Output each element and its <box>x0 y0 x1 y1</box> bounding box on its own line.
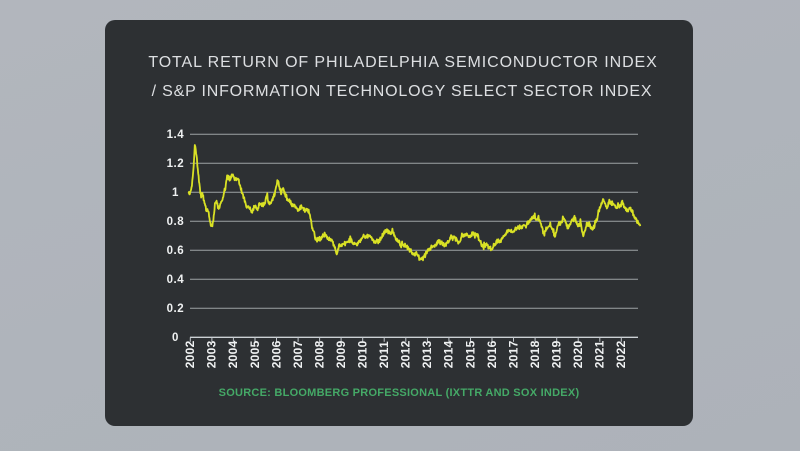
svg-text:1.2: 1.2 <box>167 158 185 170</box>
svg-text:2022: 2022 <box>614 340 628 368</box>
svg-text:2005: 2005 <box>248 340 262 368</box>
svg-text:2011: 2011 <box>377 341 391 368</box>
svg-text:2021: 2021 <box>593 340 607 368</box>
svg-text:2016: 2016 <box>485 340 499 368</box>
svg-text:2012: 2012 <box>399 340 413 368</box>
svg-text:1.4: 1.4 <box>167 129 185 141</box>
svg-text:2020: 2020 <box>571 340 585 368</box>
svg-text:2006: 2006 <box>269 340 283 368</box>
svg-text:2014: 2014 <box>442 340 456 368</box>
svg-text:1: 1 <box>172 187 179 199</box>
svg-text:2004: 2004 <box>226 340 240 368</box>
svg-text:2015: 2015 <box>463 340 477 368</box>
svg-text:2018: 2018 <box>528 340 542 368</box>
svg-text:2010: 2010 <box>356 340 370 368</box>
svg-text:2002: 2002 <box>183 340 197 368</box>
svg-text:2003: 2003 <box>205 340 219 368</box>
svg-text:2009: 2009 <box>334 340 348 368</box>
svg-text:0.4: 0.4 <box>167 274 185 286</box>
svg-text:2013: 2013 <box>420 340 434 368</box>
svg-text:0: 0 <box>172 332 179 344</box>
svg-text:0.8: 0.8 <box>167 216 185 228</box>
svg-text:2017: 2017 <box>506 340 520 368</box>
svg-text:0.6: 0.6 <box>167 245 185 257</box>
svg-text:2008: 2008 <box>312 340 326 368</box>
svg-text:2019: 2019 <box>550 340 564 368</box>
svg-text:0.2: 0.2 <box>167 303 185 315</box>
svg-text:2007: 2007 <box>291 340 305 368</box>
